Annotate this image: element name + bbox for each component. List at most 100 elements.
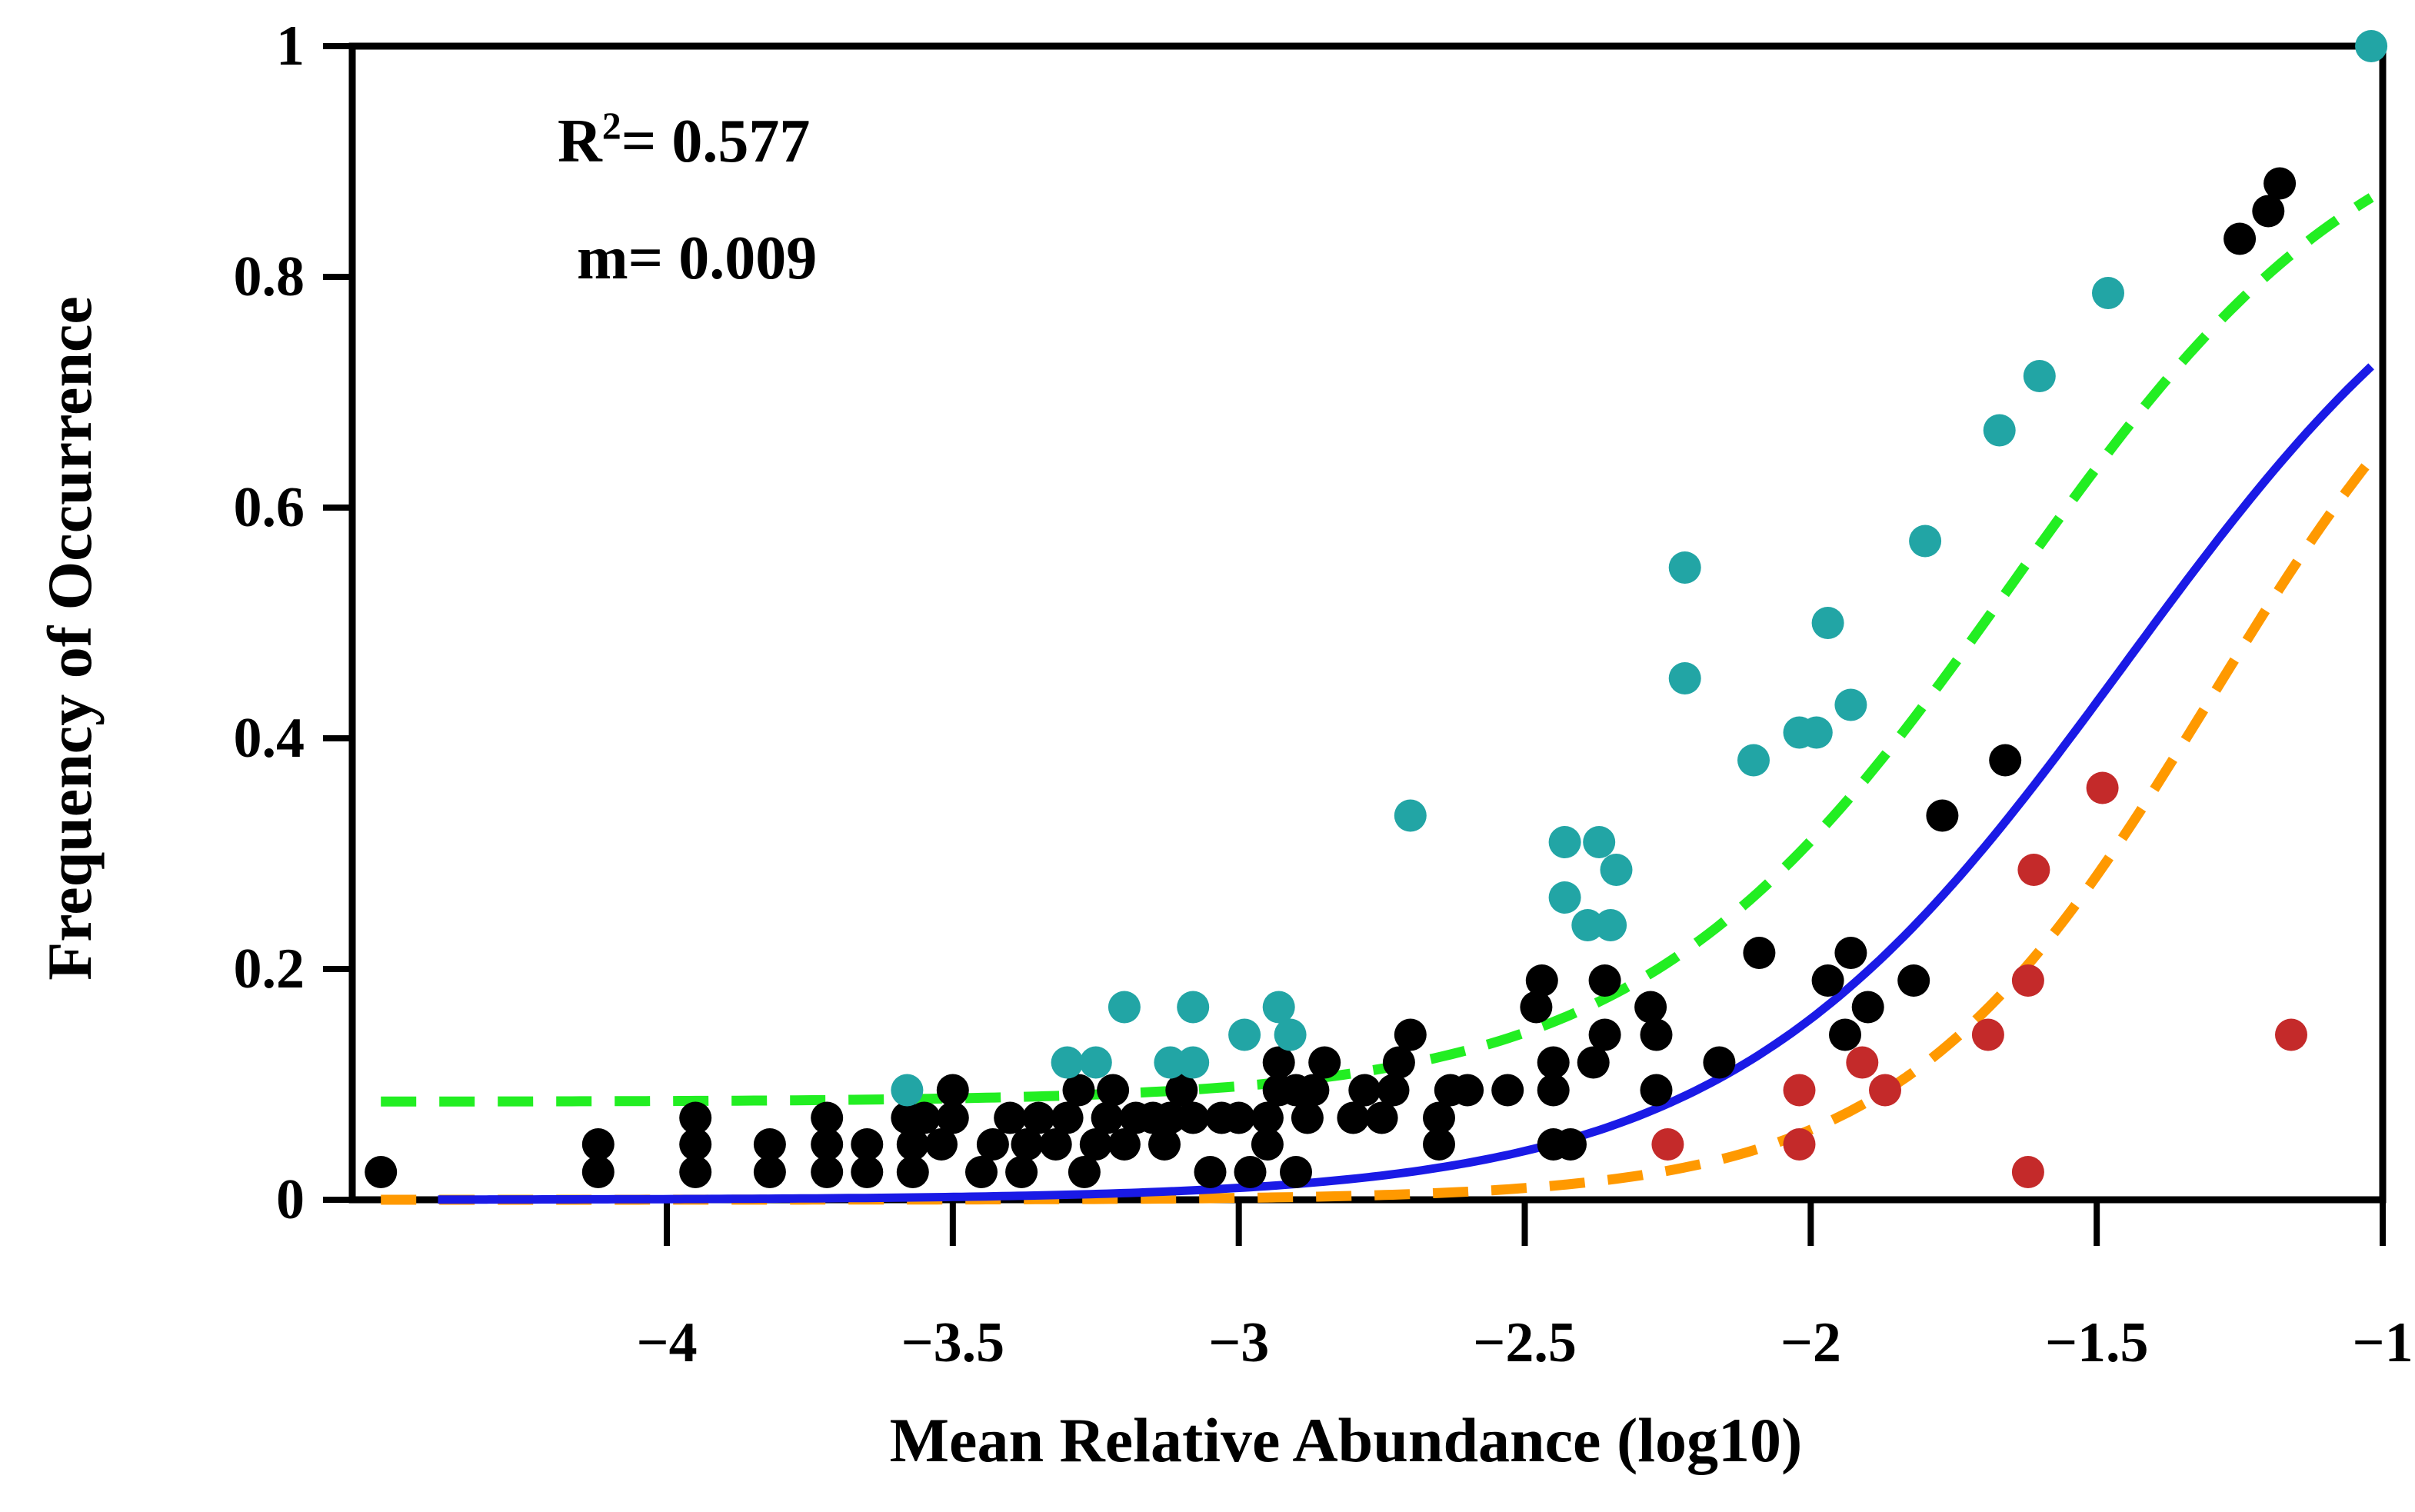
- data-point: [1251, 1128, 1284, 1161]
- x-tick-label: −3: [1208, 1311, 1269, 1374]
- data-point: [1251, 1101, 1284, 1134]
- r2-superscript: 2: [602, 104, 621, 147]
- x-tick-label: −1.5: [2045, 1311, 2149, 1374]
- x-tick-label: −4: [636, 1311, 697, 1374]
- plot-area: 0 0.2 0.4 0.6 0.8 1 −4 −3.5 −3 −2.5 −2 −1.5 −1: [234, 15, 2413, 1374]
- data-point: [1039, 1128, 1072, 1161]
- data-point: [1097, 1074, 1130, 1107]
- data-point: [2011, 1156, 2044, 1188]
- data-point: [1348, 1074, 1381, 1107]
- data-point: [1634, 991, 1667, 1024]
- data-point: [679, 1101, 712, 1134]
- x-axis-title: Mean Relative Abundance (log10): [890, 1405, 1803, 1475]
- data-point: [1829, 1018, 1861, 1051]
- m-annotation: m= 0.009: [577, 225, 817, 292]
- data-point: [1337, 1101, 1370, 1134]
- data-point: [1394, 1018, 1427, 1051]
- data-point: [1091, 1101, 1124, 1134]
- data-point: [1051, 1046, 1084, 1079]
- data-point: [1280, 1156, 1312, 1188]
- data-point: [1291, 1101, 1324, 1134]
- data-point: [1548, 826, 1581, 858]
- data-point: [1783, 1074, 1816, 1107]
- data-point: [1423, 1101, 1455, 1134]
- data-points: [365, 30, 2388, 1188]
- data-point: [753, 1156, 786, 1188]
- data-point: [1834, 688, 1867, 721]
- data-point: [1377, 1074, 1410, 1107]
- data-point: [896, 1128, 929, 1161]
- data-point: [1262, 1046, 1295, 1079]
- data-point: [679, 1156, 712, 1188]
- data-point: [1834, 937, 1867, 969]
- data-point: [1548, 881, 1581, 914]
- data-point: [1365, 1101, 1398, 1134]
- data-point: [1177, 1046, 1210, 1079]
- data-point: [1177, 1101, 1210, 1134]
- data-point: [1897, 964, 1930, 997]
- y-axis: 0 0.2 0.4 0.6 0.8 1: [234, 15, 352, 1231]
- data-point: [891, 1101, 924, 1134]
- data-point: [1783, 716, 1816, 749]
- data-point: [1588, 1018, 1621, 1051]
- data-point: [1205, 1101, 1238, 1134]
- data-point: [936, 1074, 969, 1107]
- data-point: [1308, 1046, 1341, 1079]
- y-tick-label: 0.4: [234, 707, 305, 770]
- data-point: [2011, 964, 2044, 997]
- x-tick-label: −2.5: [1473, 1311, 1577, 1374]
- data-point: [1846, 1046, 1879, 1079]
- plot-frame: [348, 42, 2387, 1204]
- neutral-fit-line: [438, 363, 2374, 1204]
- data-point: [851, 1128, 884, 1161]
- data-point: [1537, 1074, 1570, 1107]
- data-point: [1274, 1018, 1307, 1051]
- data-point: [1537, 1046, 1570, 1079]
- data-point: [1079, 1046, 1112, 1079]
- data-point: [1554, 1128, 1587, 1161]
- series-below-prediction: [1651, 771, 2307, 1188]
- data-point: [2355, 30, 2388, 62]
- data-point: [891, 1074, 924, 1107]
- r2-value: = 0.577: [621, 108, 811, 175]
- series-above-prediction: [891, 30, 2388, 1107]
- x-tick-label: −2: [1780, 1311, 1841, 1374]
- data-point: [1165, 1074, 1198, 1107]
- data-point: [1811, 964, 1844, 997]
- data-point: [1108, 1128, 1141, 1161]
- data-point: [581, 1128, 615, 1161]
- data-point: [1051, 1101, 1084, 1134]
- y-axis-title: Frequency of Occurrence: [35, 296, 105, 981]
- data-point: [811, 1128, 844, 1161]
- data-point: [1525, 964, 1558, 997]
- upper-bound-line: [381, 193, 2374, 1107]
- data-point: [1423, 1128, 1455, 1161]
- data-point: [1640, 1018, 1673, 1051]
- data-point: [1177, 991, 1210, 1024]
- data-point: [2263, 167, 2297, 200]
- data-point: [2086, 771, 2119, 804]
- data-point: [1079, 1128, 1112, 1161]
- data-point: [1228, 1018, 1261, 1051]
- data-point: [1668, 551, 1701, 584]
- data-point: [1194, 1156, 1227, 1188]
- data-point: [1989, 744, 2022, 777]
- data-point: [1394, 799, 1427, 832]
- data-point: [1434, 1074, 1467, 1107]
- data-point: [1011, 1128, 1044, 1161]
- lower-bound-line: [381, 455, 2376, 1205]
- data-point: [1600, 854, 1633, 886]
- data-point: [1137, 1101, 1170, 1134]
- data-point: [1154, 1046, 1187, 1079]
- data-point: [581, 1156, 615, 1188]
- data-point: [965, 1156, 998, 1188]
- data-point: [896, 1156, 929, 1188]
- data-point: [1148, 1128, 1181, 1161]
- data-point: [994, 1101, 1027, 1134]
- data-point: [811, 1101, 844, 1134]
- data-point: [851, 1156, 884, 1188]
- x-tick-label: −1: [2352, 1311, 2413, 1374]
- data-point: [1005, 1156, 1038, 1188]
- data-point: [1640, 1074, 1673, 1107]
